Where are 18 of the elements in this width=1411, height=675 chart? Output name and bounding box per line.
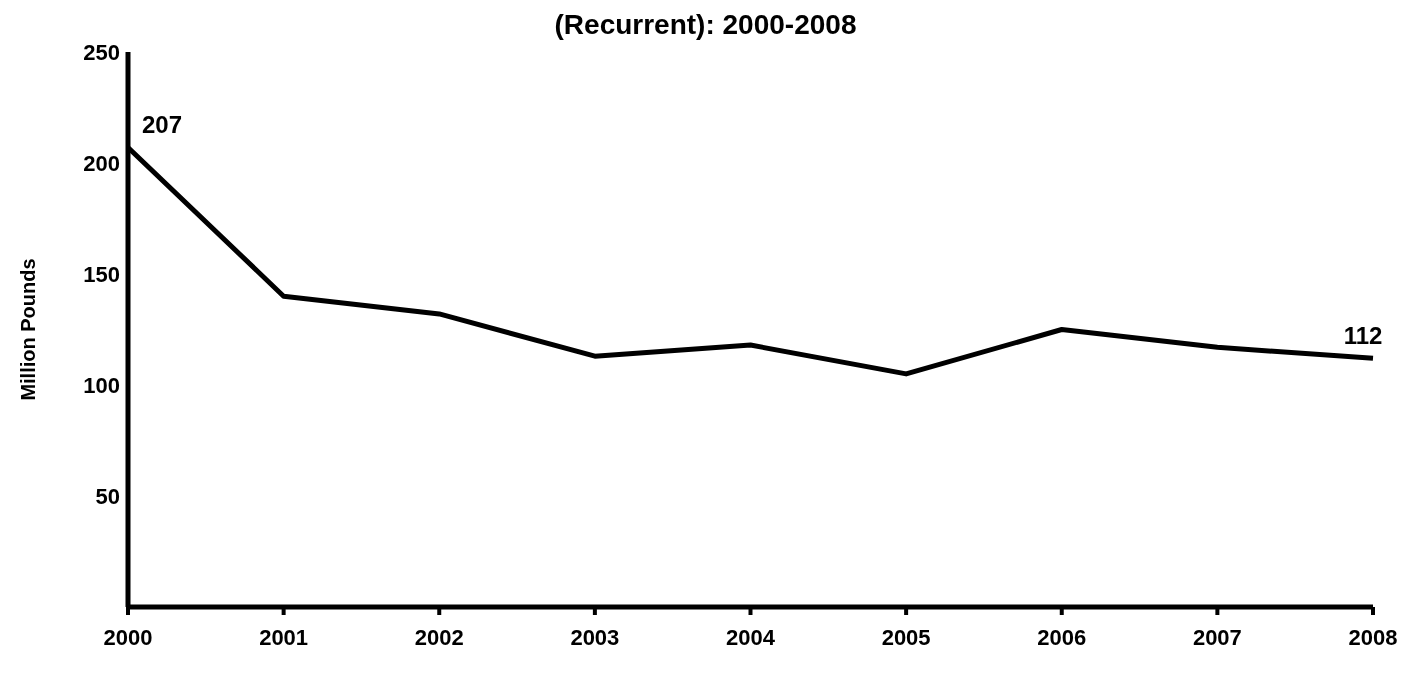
data-label: 207	[142, 111, 183, 139]
y-axis-title: Million Pounds	[17, 258, 40, 401]
x-tick-label: 2000	[103, 624, 153, 650]
y-tick-label: 250	[83, 39, 120, 65]
x-tick-label: 2005	[881, 624, 931, 650]
data-label: 112	[1343, 322, 1383, 350]
chart-title: (Recurrent): 2000-2008	[554, 9, 857, 40]
x-tick-label: 2007	[1192, 624, 1242, 650]
x-tick-label: 2008	[1348, 624, 1398, 650]
y-tick-label: 150	[83, 261, 120, 287]
x-tick-label: 2006	[1037, 624, 1087, 650]
x-tick-label: 2002	[414, 624, 464, 650]
x-tick-label: 2004	[726, 624, 776, 650]
y-tick-label: 200	[83, 150, 120, 176]
y-tick-label: 100	[83, 372, 120, 398]
x-tick-label: 2003	[570, 624, 620, 650]
x-tick-label: 2001	[259, 624, 309, 650]
y-tick-label: 50	[95, 483, 120, 509]
